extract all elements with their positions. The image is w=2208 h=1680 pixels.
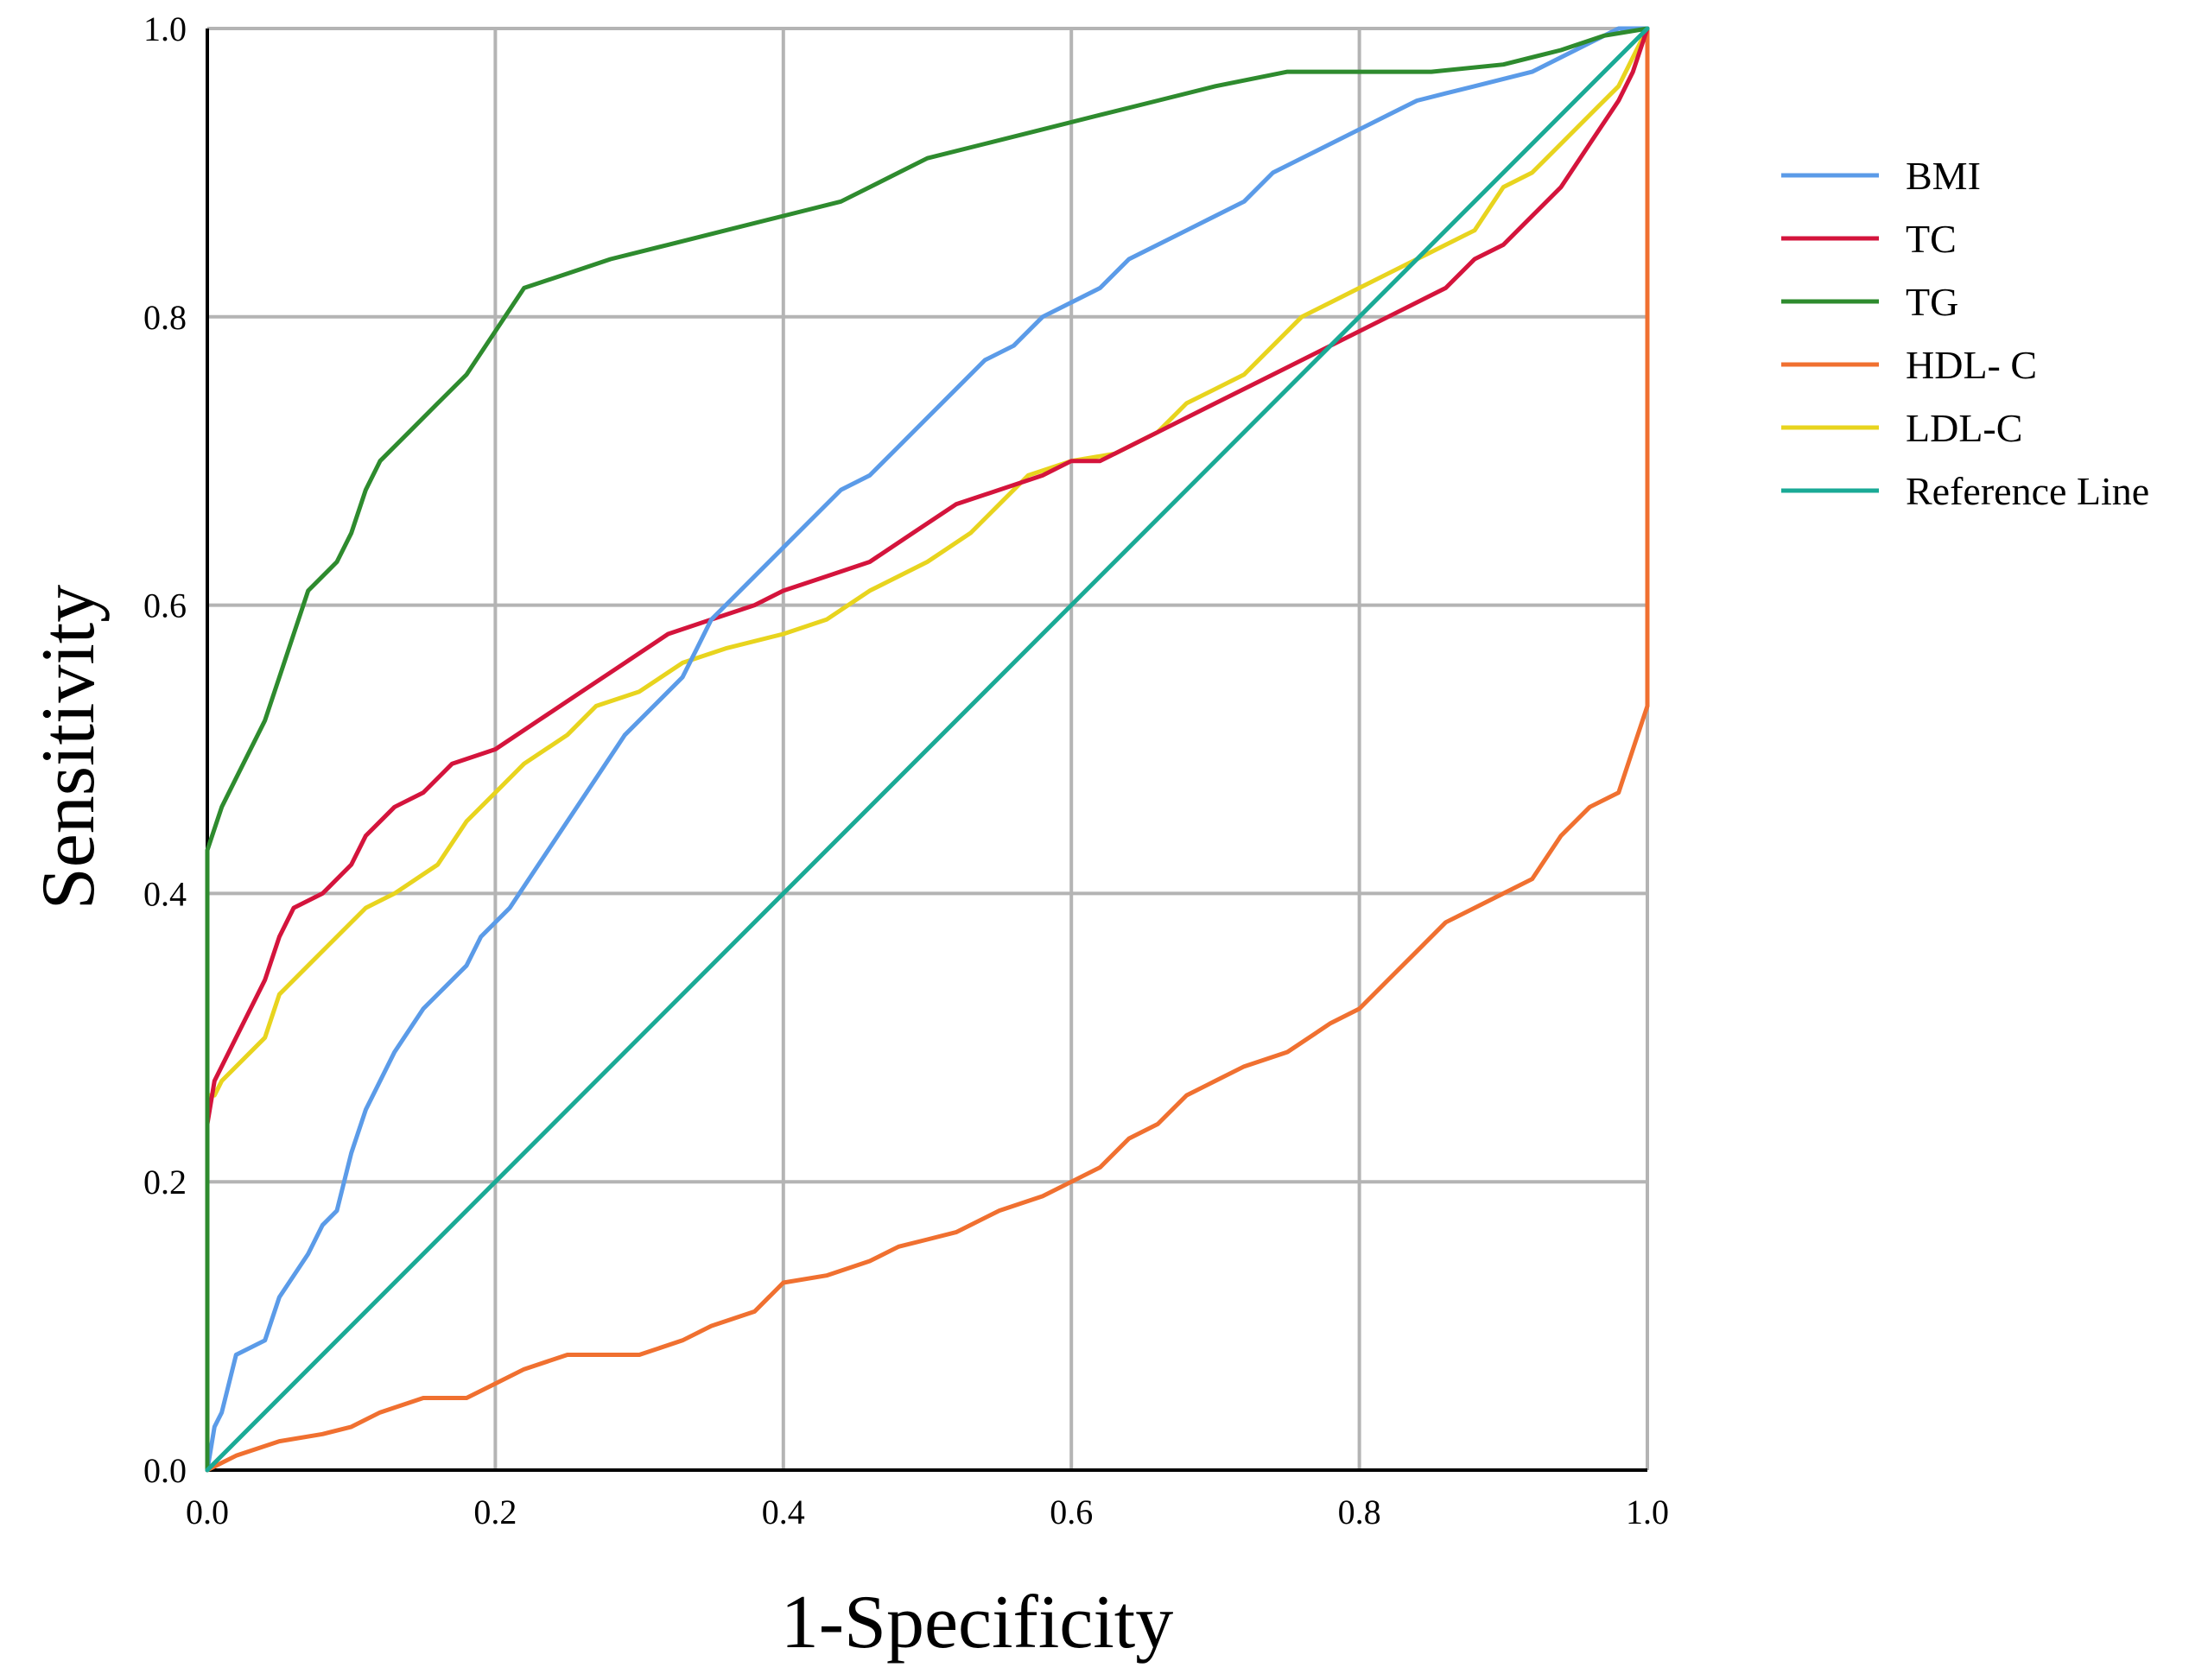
series-line-ldl-c bbox=[205, 26, 1650, 1473]
y-tick-label: 1.0 bbox=[143, 10, 187, 48]
y-tick-label: 0.0 bbox=[143, 1451, 187, 1490]
y-axis-title: Sensitivity bbox=[27, 585, 111, 910]
x-tick-label: 1.0 bbox=[1626, 1493, 1669, 1531]
series-line-tc bbox=[205, 26, 1650, 1473]
series-layer bbox=[205, 26, 1650, 1473]
x-tick-label: 0.8 bbox=[1338, 1493, 1381, 1531]
x-tick-label: 0.4 bbox=[762, 1493, 805, 1531]
series-line-reference-line bbox=[205, 26, 1650, 1473]
x-tick-label: 0.2 bbox=[473, 1493, 517, 1531]
legend-label-bmi: BMI bbox=[1906, 154, 1981, 198]
y-tick-label: 0.8 bbox=[143, 298, 187, 337]
y-tick-label: 0.2 bbox=[143, 1163, 187, 1201]
y-tick-label: 0.4 bbox=[143, 874, 187, 913]
x-axis-title: 1-Specificity bbox=[781, 1581, 1174, 1664]
legend: BMI TC TG HDL- C LDL-C Reference Line bbox=[1781, 154, 2149, 513]
legend-label-tg: TG bbox=[1906, 280, 1958, 324]
series-line-bmi bbox=[205, 26, 1650, 1473]
tick-labels: 0.0 0.2 0.4 0.6 0.8 1.0 0.0 0.2 0.4 0.6 0.8 1.0 bbox=[143, 10, 1669, 1531]
legend-label-tc: TC bbox=[1906, 217, 1957, 261]
legend-label-ldl-c: LDL-C bbox=[1906, 406, 2022, 450]
x-tick-label: 0.0 bbox=[186, 1493, 229, 1531]
y-tick-label: 0.6 bbox=[143, 586, 187, 625]
series-line-tg bbox=[205, 26, 1650, 1473]
series-line-hdl-c bbox=[205, 26, 1650, 1473]
x-tick-label: 0.6 bbox=[1050, 1493, 1093, 1531]
legend-label-reference-line: Reference Line bbox=[1906, 469, 2149, 513]
legend-label-hdl-c: HDL- C bbox=[1906, 343, 2037, 387]
